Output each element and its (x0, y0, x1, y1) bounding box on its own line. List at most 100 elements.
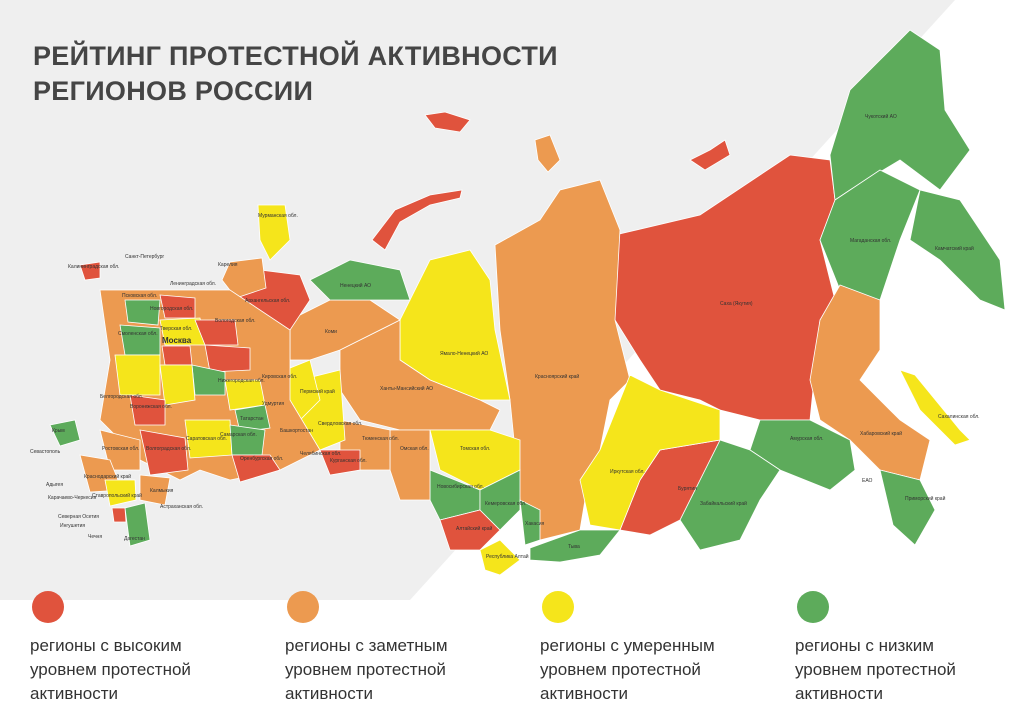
region (534, 134, 561, 173)
region-label: Кировская обл. (262, 374, 297, 380)
region-label: Ненецкий АО (340, 282, 371, 289)
region (79, 261, 101, 281)
region-label: Омская обл. (400, 446, 429, 452)
region-label: Кемеровская обл. (485, 501, 526, 507)
region-label: Оренбургская обл. (240, 456, 283, 462)
region-label: Адыгея (46, 482, 63, 488)
region (519, 499, 541, 546)
region (119, 324, 161, 356)
region (124, 502, 151, 547)
region-label: Карачаево-Черкесия (48, 495, 97, 501)
legend-text: активности (795, 684, 883, 703)
region-label: Красноярский край (535, 373, 579, 380)
region-label: Хакасия (525, 521, 544, 527)
region-label: Ленинградская обл. (170, 281, 216, 287)
region (224, 379, 266, 411)
region-label: Тыва (568, 544, 580, 550)
region (114, 354, 161, 396)
legend-text: уровнем протестной (30, 660, 191, 679)
region-label: Архангельская обл. (245, 298, 290, 304)
region-label: Саратовская обл. (186, 436, 227, 442)
region-label: Вологодская обл. (215, 318, 255, 324)
region-label: ЕАО (862, 478, 873, 484)
legend-swatch (542, 591, 574, 623)
region-label: Башкортостан (280, 428, 313, 434)
region (221, 257, 267, 299)
region-label: Бурятия (678, 486, 697, 492)
legend-text: регионы с высоким (30, 636, 182, 655)
region-label: Мурманская обл. (258, 213, 298, 219)
region-label: Пермский край (300, 388, 335, 395)
region (159, 364, 196, 406)
region-label: Сахалинская обл. (938, 414, 980, 420)
legend-swatch (797, 591, 829, 623)
region (899, 369, 971, 446)
region (579, 374, 721, 531)
region-label: Новосибирская обл. (437, 484, 484, 490)
region (439, 509, 501, 551)
region-label: Калининградская обл. (68, 264, 119, 270)
region-label: Забайкальский край (700, 500, 747, 507)
region-label: Чечня (88, 534, 102, 540)
region-label: Камчатский край (935, 245, 974, 252)
region-label: Коми (325, 329, 337, 335)
region-label: Свердловская обл. (318, 421, 362, 427)
region-label: Воронежская обл. (130, 404, 172, 410)
region-label: Северная Осетия (58, 514, 99, 520)
region-label: Белгородская обл. (100, 394, 143, 400)
title-line: РЕЙТИНГ ПРОТЕСТНОЙ АКТИВНОСТИ (33, 40, 558, 71)
region-label: Дагестан (124, 536, 145, 542)
legend-text: регионы с умеренным (540, 636, 715, 655)
region-label: Псковская обл. (122, 293, 157, 299)
region-label: Самарская обл. (220, 432, 257, 438)
legend: регионы с высоким уровнем протестной актив… (30, 591, 956, 703)
region-label: Удмуртия (262, 401, 284, 407)
region-label: Крым (52, 428, 65, 434)
region (194, 319, 239, 346)
region-labels: Москва Мурманская обл. Карелия Санкт-Петерб… (30, 113, 980, 560)
region-label: Томская обл. (460, 446, 490, 452)
region (257, 204, 291, 261)
region-label: Челябинская обл. (300, 451, 341, 457)
region-label: Нижегородская обл. (218, 378, 265, 384)
region-label: Ростовская обл. (102, 446, 139, 452)
region-label: Хабаровский край (860, 430, 902, 437)
region (479, 539, 521, 576)
region (371, 189, 463, 251)
region (529, 529, 621, 563)
region-label: Севастополь (30, 449, 61, 455)
region-label: Волгоградская обл. (146, 446, 191, 452)
title-line: РЕГИОНОВ РОССИИ (33, 76, 313, 106)
region (229, 424, 266, 456)
legend-text: активности (540, 684, 628, 703)
region (124, 299, 161, 326)
region-label: Тюменская обл. (362, 436, 399, 442)
region (234, 404, 271, 433)
region (161, 345, 193, 366)
region-label: Республика Алтай (486, 553, 529, 560)
region-label: Смоленская обл. (118, 331, 158, 337)
region-label: Астраханская обл. (160, 504, 203, 510)
region-label: Тверская обл. (160, 326, 192, 332)
region-label: Краснодарский край (84, 473, 131, 480)
region (909, 189, 1006, 311)
region-label: Карелия (218, 262, 238, 268)
legend-text: уровнем протестной (795, 660, 956, 679)
region (879, 469, 936, 546)
region-label: Ставропольский край (92, 492, 142, 499)
region (139, 474, 171, 506)
legend-swatch (32, 591, 64, 623)
region-label: Магаданская обл. (850, 238, 891, 244)
region-label: Санкт-Петербург (125, 254, 164, 260)
region-label: Москва (162, 336, 192, 345)
region-label: Иркутская обл. (610, 469, 645, 475)
region-label: Алтайский край (456, 525, 492, 532)
region (309, 259, 411, 301)
region (689, 139, 731, 171)
legend-text: уровнем протестной (540, 660, 701, 679)
region-label: Новгородская обл. (150, 306, 193, 312)
legend-text: регионы с заметным (285, 636, 448, 655)
legend-text: регионы с низким (795, 636, 934, 655)
region (819, 169, 921, 301)
